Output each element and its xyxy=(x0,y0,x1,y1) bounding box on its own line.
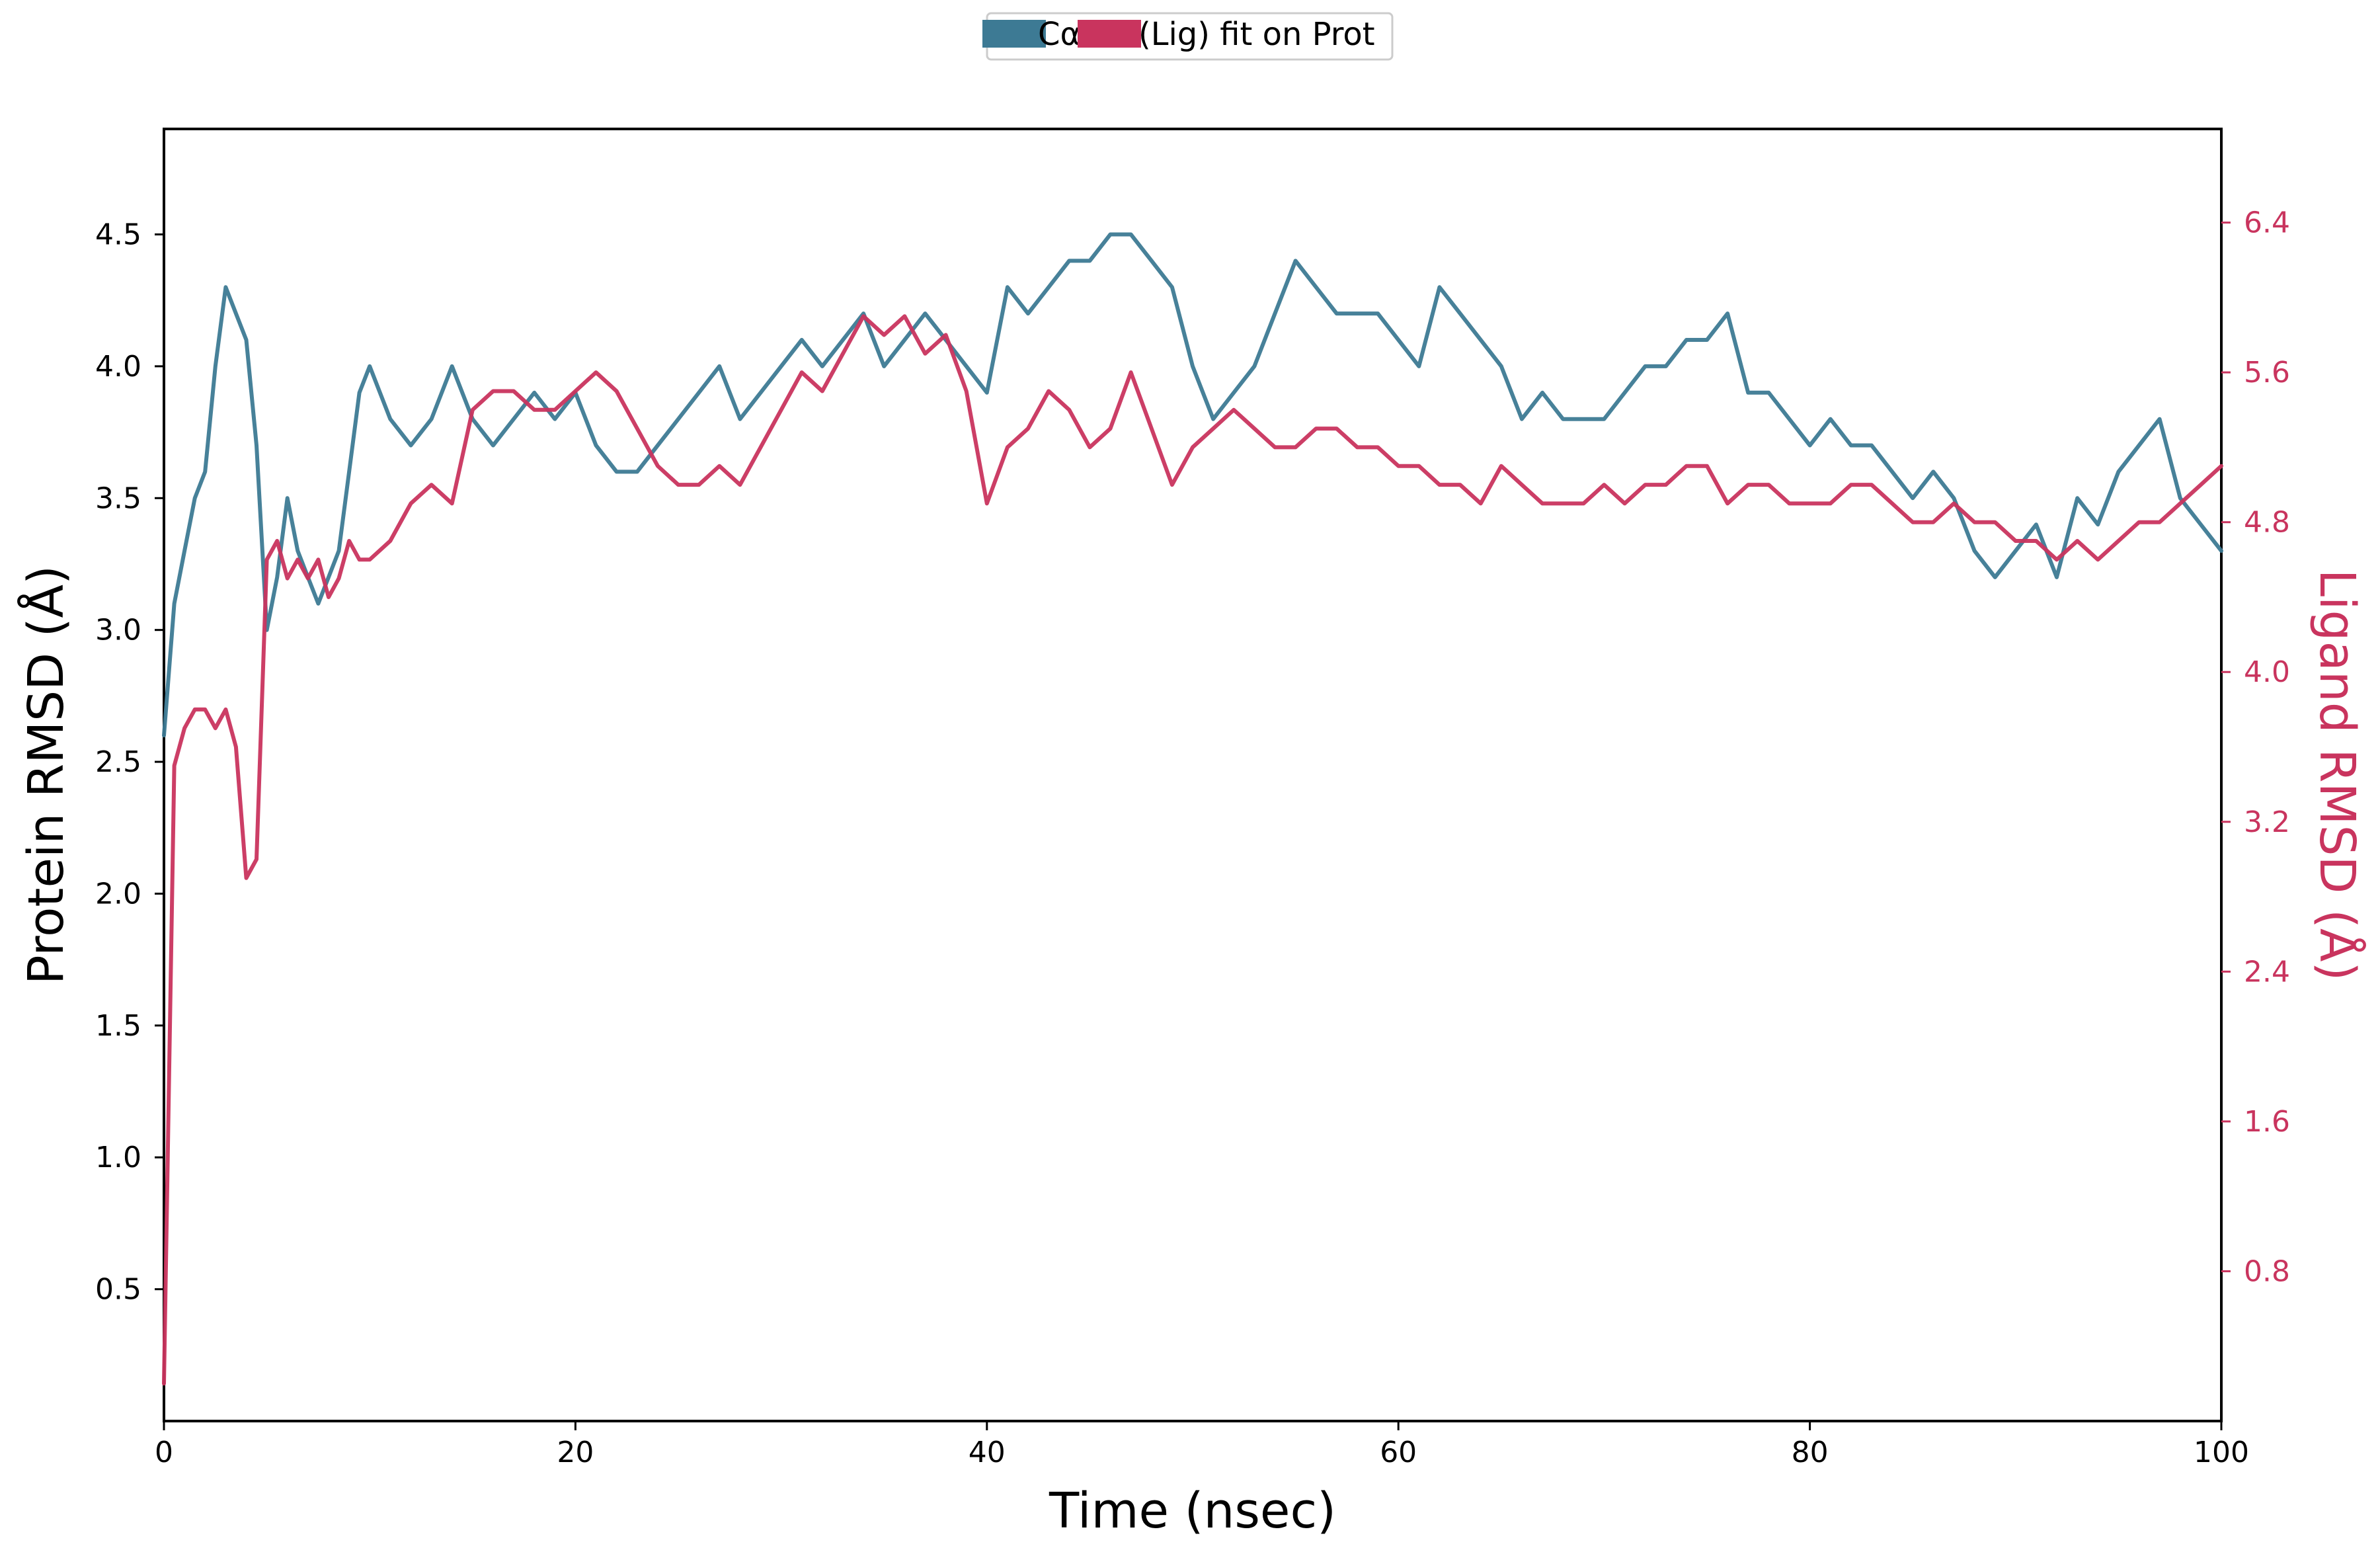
y-axis-right: 0.8 1.6 2.4 3.2 4.0 4.8 5.6 6.4 xyxy=(2221,206,2290,1288)
ligand-rmsd-line xyxy=(162,314,2223,1386)
series-group xyxy=(162,232,2223,1386)
ca-rmsd-line xyxy=(162,232,2223,738)
y2-tick-label: 6.4 xyxy=(2244,206,2290,240)
x-tick-label: 100 xyxy=(2194,1436,2249,1469)
y-tick-label: 4.5 xyxy=(95,218,141,252)
y-tick-label: 2.0 xyxy=(95,877,141,911)
y2-tick-label: 0.8 xyxy=(2244,1254,2290,1288)
y-tick-label: 2.5 xyxy=(95,745,141,779)
y2-tick-label: 1.6 xyxy=(2244,1105,2290,1139)
y2-tick-label: 4.8 xyxy=(2244,506,2290,540)
y2-tick-label: 2.4 xyxy=(2244,955,2290,989)
x-axis-title: Time (nsec) xyxy=(1049,1483,1336,1539)
x-axis: 0 20 40 60 80 100 xyxy=(155,1421,2249,1469)
y2-tick-label: 4.0 xyxy=(2244,655,2290,689)
legend-label-lig: (Lig) fit on Prot xyxy=(1138,16,1375,53)
y-axis-title-left: Protein RMSD (Å) xyxy=(17,565,75,985)
x-tick-label: 80 xyxy=(1792,1436,1829,1469)
legend-swatch-ca xyxy=(982,20,1046,48)
y-axis-title-right: Ligand RMSD (Å) xyxy=(2309,569,2367,981)
legend-label-ca: Cα xyxy=(1038,16,1081,53)
x-tick-label: 60 xyxy=(1380,1436,1417,1469)
y-tick-label: 1.5 xyxy=(95,1009,141,1043)
plot-frame xyxy=(163,128,2223,1422)
y-tick-label: 4.0 xyxy=(95,350,141,384)
legend: Cα (Lig) fit on Prot xyxy=(982,12,1394,61)
y-tick-label: 1.0 xyxy=(95,1141,141,1174)
x-tick-label: 20 xyxy=(557,1436,594,1469)
y2-tick-label: 3.2 xyxy=(2244,805,2290,839)
y-axis-left: 0.5 1.0 1.5 2.0 2.5 3.0 3.5 4.0 4.5 xyxy=(95,218,164,1307)
x-tick-label: 0 xyxy=(155,1436,173,1469)
x-tick-label: 40 xyxy=(969,1436,1006,1469)
y-tick-label: 3.0 xyxy=(95,614,141,647)
legend-swatch-lig xyxy=(1078,20,1141,48)
y-tick-label: 0.5 xyxy=(95,1273,141,1307)
y2-tick-label: 5.6 xyxy=(2244,356,2290,389)
y-tick-label: 3.5 xyxy=(95,481,141,515)
